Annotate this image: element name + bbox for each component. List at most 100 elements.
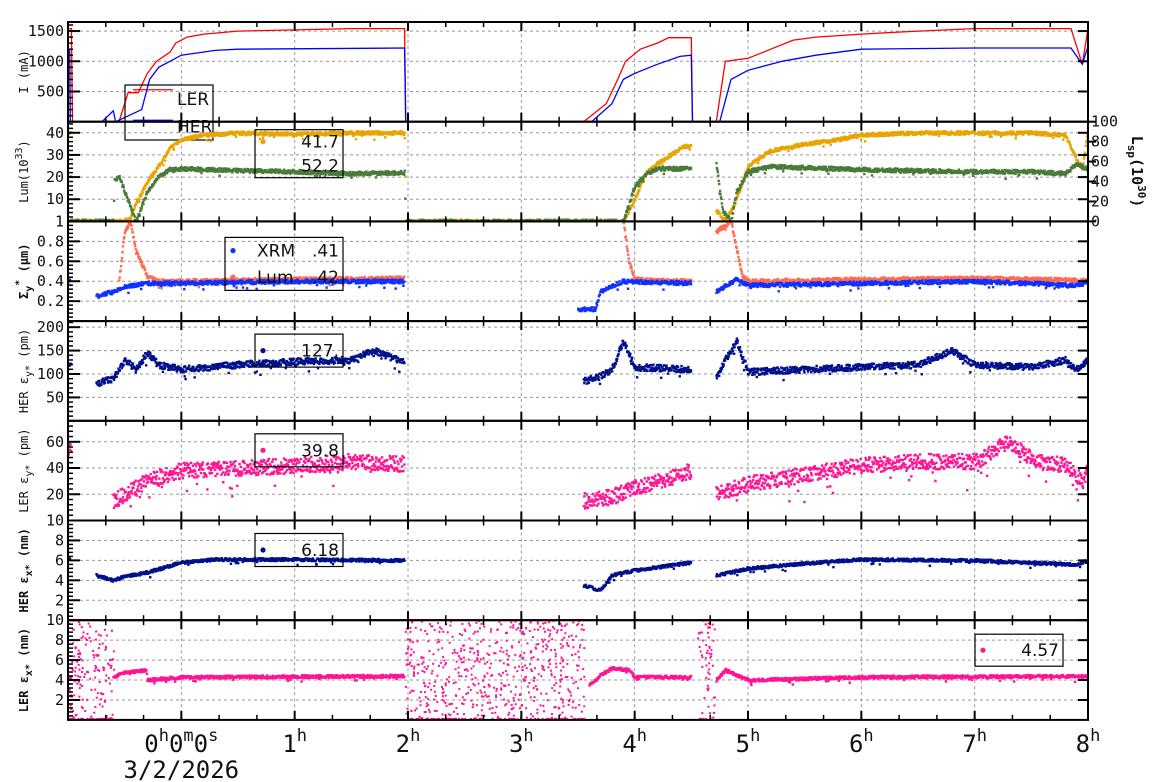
data-point-lsp: [809, 164, 812, 168]
data-point-lsp: [1004, 168, 1007, 172]
data-point-lum: [563, 224, 565, 226]
y-tick-label: 10: [46, 190, 64, 208]
data-point-lum: [1005, 130, 1008, 134]
data-point-lsp: [88, 222, 90, 224]
data-point-lum: [300, 131, 303, 134]
data-point-lum: [876, 132, 879, 135]
data-point-lum: [203, 278, 206, 281]
data-point-lum: [151, 173, 155, 177]
data-point-lsp: [384, 170, 387, 173]
data-point-lsp: [1063, 170, 1067, 174]
data-point-lsp: [448, 226, 450, 228]
data-point-lsp: [967, 171, 971, 174]
data-point-lsp: [524, 222, 526, 224]
data-point-lsp: [842, 169, 845, 172]
data-point-lum: [183, 136, 187, 139]
data-point-lum: [865, 135, 868, 138]
data-point-lum: [119, 269, 122, 272]
data-point-lum: [162, 278, 166, 281]
data-point-lum: [677, 148, 681, 152]
data-point-lum: [234, 133, 237, 137]
data-point-lum: [359, 132, 363, 136]
data-point-lum: [121, 251, 124, 254]
data-point-lsp: [130, 210, 134, 213]
data-point-lum: [1035, 132, 1039, 135]
data-point-lsp: [891, 168, 894, 171]
data-point-lsp: [510, 222, 512, 224]
data-point-lsp: [181, 167, 185, 171]
data-point-lum: [284, 131, 287, 135]
data-point-lsp: [1012, 168, 1015, 172]
data-point-lum: [139, 195, 142, 199]
data-point-lsp: [1060, 170, 1064, 173]
data-point-lsp: [1017, 171, 1021, 174]
y2-axis-label-sup: 30: [1135, 185, 1148, 198]
data-point-lsp: [285, 169, 288, 173]
data-point-lsp: [633, 187, 637, 190]
data-point-lum: [319, 131, 322, 134]
data-point-lsp: [625, 210, 628, 214]
data-point-lsp: [602, 226, 604, 228]
data-point-lum: [639, 183, 642, 186]
data-point-lum: [986, 130, 989, 133]
data-point-lsp: [638, 179, 642, 182]
data-point-lsp: [124, 191, 128, 195]
data-point-lum: [898, 132, 901, 136]
data-point-lsp: [806, 166, 810, 169]
data-point-lsp: [830, 166, 833, 170]
data-point-lsp: [193, 166, 197, 170]
data-point-lsp: [319, 172, 323, 176]
y-tick-label: 1500: [28, 22, 64, 40]
data-point-lum: [981, 133, 984, 136]
data-point-lsp: [512, 222, 514, 224]
data-point-lum: [217, 278, 220, 281]
data-point-lum: [209, 139, 212, 143]
data-point-lsp: [270, 171, 273, 174]
data-point-lum: [570, 222, 572, 224]
data-point-lum: [1073, 153, 1077, 156]
data-point-lsp: [301, 170, 305, 173]
panel-frame: [67, 21, 1089, 123]
data-point-lsp: [941, 169, 944, 172]
data-point-lsp: [393, 173, 396, 176]
data-point-lum: [154, 170, 158, 173]
data-point-lum: [689, 144, 693, 148]
data-point-lsp: [448, 218, 452, 221]
data-point-lum: [684, 143, 688, 146]
data-point-lsp: [387, 170, 390, 173]
data-point-lum: [294, 132, 297, 135]
data-point-lum: [143, 185, 146, 189]
data-point-lsp: [847, 169, 851, 172]
data-point-lsp: [261, 171, 264, 175]
data-point-lum: [672, 153, 676, 156]
data-point-lsp: [441, 222, 443, 224]
data-point-lsp: [128, 201, 131, 205]
data-point-lsp: [761, 168, 764, 171]
data-point-lum: [314, 134, 317, 137]
data-point-lsp: [769, 164, 773, 167]
data-point-lsp: [1045, 173, 1049, 176]
data-point-lsp: [343, 171, 347, 174]
data-point-lum: [338, 130, 341, 134]
data-point-lum: [584, 222, 586, 224]
data-point-lsp: [174, 166, 178, 169]
data-point-lsp: [1082, 164, 1085, 167]
data-point-lum: [820, 139, 824, 142]
data-point-lum: [113, 222, 115, 224]
data-point-lum: [151, 277, 155, 280]
data-point-lum: [957, 130, 960, 133]
data-point-lsp: [150, 185, 153, 189]
data-point-lsp: [715, 161, 718, 165]
data-point-lsp: [551, 222, 553, 224]
data-point-lum: [722, 217, 726, 220]
data-point-lum: [214, 277, 217, 281]
data-point-lum: [94, 222, 96, 224]
data-point-lsp: [245, 170, 248, 173]
data-point-lum: [464, 225, 466, 227]
data-point-lsp: [659, 169, 663, 172]
data-point-lsp: [185, 169, 189, 173]
y-tick-label: 500: [37, 82, 64, 100]
data-point-lum: [919, 133, 923, 136]
data-point-lsp: [310, 169, 314, 172]
data-point-lsp: [829, 165, 833, 168]
